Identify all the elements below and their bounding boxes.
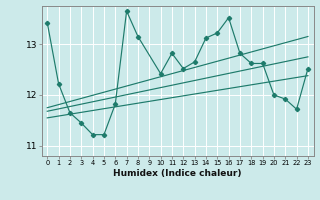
X-axis label: Humidex (Indice chaleur): Humidex (Indice chaleur) xyxy=(113,169,242,178)
